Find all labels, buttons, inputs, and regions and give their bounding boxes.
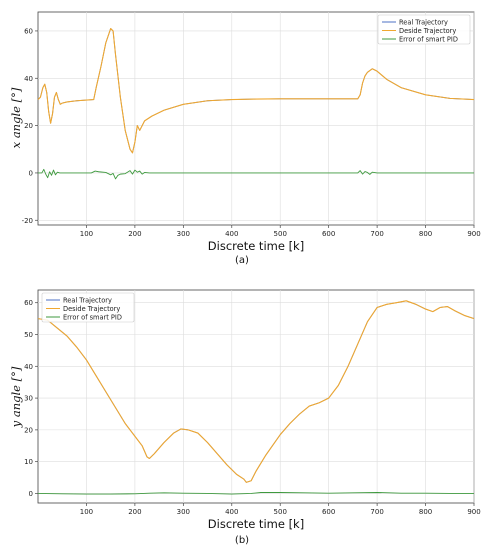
x-tick-label: 300 bbox=[177, 230, 190, 238]
x-axis-label-a: Discrete time [k] bbox=[208, 239, 304, 253]
legend-label: Real Trajectory bbox=[399, 18, 448, 26]
legend-box bbox=[377, 14, 471, 45]
x-tick-label: 800 bbox=[419, 508, 432, 516]
caption-a: (a) bbox=[235, 255, 249, 266]
chart-b: 100 200 300 400 500 600 700 800 900 0 10 20 30 40 50 60… bbox=[9, 289, 481, 546]
legend-label: Deside Trajectory bbox=[399, 27, 456, 35]
y-tick-label: 20 bbox=[24, 426, 33, 434]
series-line-error-of-smart-pid bbox=[37, 492, 474, 495]
axes-a: 100 200 300 400 500 600 700 800 900 -20 0 20 40 60 bbox=[22, 27, 481, 238]
y-tick-label: 40 bbox=[24, 363, 33, 371]
y-tick-label: 40 bbox=[24, 75, 33, 83]
x-tick-label: 900 bbox=[467, 508, 480, 516]
caption-b: (b) bbox=[235, 535, 249, 546]
y-axis-label-a: x angle [°] bbox=[9, 87, 23, 148]
x-tick-label: 100 bbox=[80, 508, 93, 516]
x-tick-label: 500 bbox=[274, 230, 287, 238]
series-line-error-of-smart-pid bbox=[38, 168, 474, 180]
x-tick-label: 200 bbox=[128, 230, 141, 238]
plot-frame-b bbox=[37, 289, 475, 504]
y-tick-label: 10 bbox=[24, 458, 33, 466]
y-tick-label: 0 bbox=[29, 490, 33, 498]
series-b bbox=[37, 300, 475, 495]
x-tick-label: 400 bbox=[225, 508, 238, 516]
x-tick-label: 900 bbox=[467, 230, 480, 238]
y-tick-label: 30 bbox=[24, 395, 33, 403]
series-line-deside-trajectory bbox=[37, 28, 475, 154]
legend-label: Real Trajectory bbox=[63, 296, 112, 304]
y-axis-label-b: y angle [°] bbox=[9, 366, 23, 428]
y-tick-label: 60 bbox=[24, 27, 33, 35]
plot-frame-a bbox=[37, 11, 475, 226]
y-tick-label: 20 bbox=[24, 122, 33, 130]
x-tick-label: 700 bbox=[370, 230, 383, 238]
legend-box bbox=[41, 292, 135, 323]
x-tick-label: 500 bbox=[274, 508, 287, 516]
y-tick-label: 60 bbox=[24, 299, 33, 307]
axes-b: 100 200 300 400 500 600 700 800 900 0 10 20 30 40 50 60 bbox=[24, 299, 481, 516]
series-line-deside-trajectory bbox=[37, 300, 475, 483]
x-tick-label: 200 bbox=[128, 508, 141, 516]
y-tick-label: 0 bbox=[29, 169, 33, 177]
y-tick-label: 50 bbox=[24, 331, 33, 339]
legend-label: Error of smart PID bbox=[399, 35, 458, 43]
x-axis-label-b: Discrete time [k] bbox=[208, 517, 304, 531]
y-tick-label: -20 bbox=[22, 217, 33, 225]
x-tick-label: 600 bbox=[322, 230, 335, 238]
x-tick-label: 700 bbox=[370, 508, 383, 516]
legend-label: Deside Trajectory bbox=[63, 305, 120, 313]
x-tick-label: 800 bbox=[419, 230, 432, 238]
x-tick-label: 400 bbox=[225, 230, 238, 238]
legend-label: Error of smart PID bbox=[63, 313, 122, 321]
series-a bbox=[37, 28, 475, 180]
x-tick-label: 100 bbox=[80, 230, 93, 238]
x-tick-label: 300 bbox=[177, 508, 190, 516]
chart-a: 100 200 300 400 500 600 700 800 900 -20 0 20 40 60 Re… bbox=[9, 11, 481, 266]
x-tick-label: 600 bbox=[322, 508, 335, 516]
